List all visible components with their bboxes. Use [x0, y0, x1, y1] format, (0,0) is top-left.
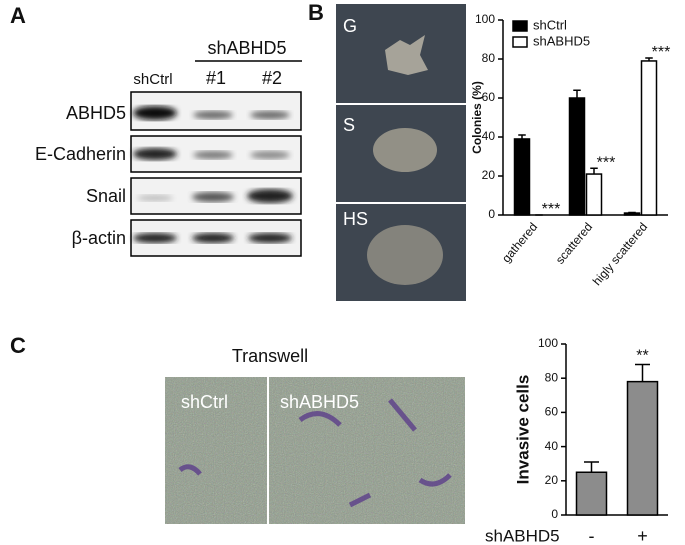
y-tick-label: 0	[488, 207, 495, 221]
image-label: shABHD5	[280, 392, 359, 412]
error-bar	[518, 134, 526, 139]
y-tick-label: 100	[475, 12, 495, 26]
panel-label: C	[10, 333, 26, 358]
y-tick-label: 0	[551, 507, 558, 521]
x-tick-label: -	[589, 526, 595, 545]
significance: **	[636, 348, 648, 365]
group-label: shABHD5	[207, 38, 286, 58]
y-tick-label: 40	[482, 129, 496, 143]
significance: ***	[652, 44, 671, 61]
bar	[568, 97, 586, 216]
y-axis-label: Invasive cells	[513, 375, 532, 485]
x-tick-label: higly scattered	[590, 220, 650, 288]
y-tick-label: 60	[482, 90, 496, 104]
error-bar	[628, 211, 636, 214]
y-tick-label: 80	[545, 370, 559, 384]
x-tick-label: gathered	[499, 220, 540, 265]
legend-label: shCtrl	[533, 17, 567, 32]
y-tick-label: 80	[482, 51, 496, 65]
row-label: β-actin	[72, 228, 126, 248]
bar	[626, 380, 659, 516]
significance: ***	[597, 154, 616, 171]
y-tick-label: 20	[545, 473, 559, 487]
y-axis-label: Colonies (%)	[470, 81, 484, 154]
image-label: HS	[343, 209, 368, 229]
legend-swatch	[512, 36, 528, 48]
row-label: Snail	[86, 186, 126, 206]
bar	[585, 173, 603, 216]
x-tick-label: +	[637, 526, 648, 545]
error-bar	[573, 89, 581, 98]
bar	[513, 138, 531, 216]
image-label: S	[343, 115, 355, 135]
error-bar	[590, 167, 598, 175]
bar	[575, 471, 608, 516]
y-tick-label: 60	[545, 405, 559, 419]
panel-label: A	[10, 3, 26, 28]
micrographs	[336, 4, 466, 301]
y-tick-label: 40	[545, 439, 559, 453]
bar	[623, 212, 641, 216]
x-axis-label: shABHD5	[485, 526, 560, 545]
error-bar	[645, 57, 653, 61]
lane-label: #1	[206, 68, 226, 88]
bar	[640, 60, 658, 216]
panel-title: Transwell	[232, 346, 308, 366]
lane-label: shCtrl	[133, 71, 172, 88]
legend-label: shABHD5	[533, 33, 590, 48]
image-label: shCtrl	[181, 392, 228, 412]
legend-swatch	[512, 20, 528, 32]
image-label: G	[343, 16, 357, 36]
significance: ***	[542, 201, 561, 218]
blot	[130, 91, 302, 257]
transwell-images	[165, 377, 465, 524]
error-bar	[635, 363, 650, 382]
panel-label: B	[308, 0, 324, 25]
x-tick-label: scattered	[553, 220, 595, 267]
error-bar	[584, 461, 599, 473]
row-label: ABHD5	[66, 103, 126, 123]
row-label: E-Cadherin	[35, 144, 126, 164]
lane-label: #2	[262, 68, 282, 88]
y-tick-label: 20	[482, 168, 496, 182]
y-tick-label: 100	[538, 336, 558, 350]
